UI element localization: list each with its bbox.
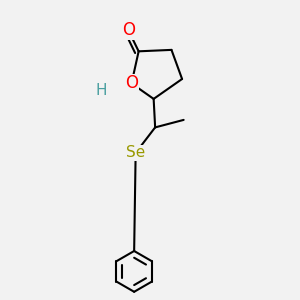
Text: O: O [125, 74, 138, 92]
Text: Se: Se [126, 146, 145, 160]
Text: O: O [122, 21, 135, 39]
Text: H: H [96, 83, 107, 98]
